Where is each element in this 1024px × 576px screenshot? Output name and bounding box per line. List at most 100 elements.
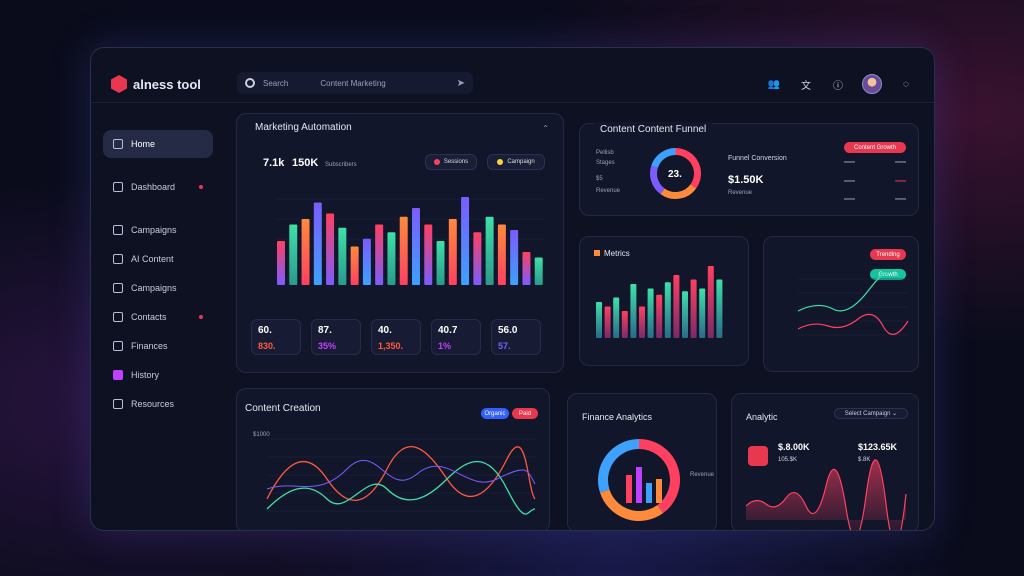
sidebar-item-label: Finances (131, 341, 168, 351)
sidebar-item-resources[interactable]: Resources (103, 390, 213, 418)
bar (630, 284, 637, 338)
app-name: alness tool (133, 76, 201, 92)
bar (497, 224, 506, 285)
bar (682, 291, 688, 338)
stat-sub: 830. (258, 341, 276, 351)
finance-icon (113, 341, 123, 351)
metrics-title: Metrics (604, 249, 630, 258)
organic-pill[interactable]: Organic (481, 408, 509, 419)
notification-dot (199, 315, 203, 319)
sidebar-item-ai-content[interactable]: AI Content (103, 245, 213, 273)
stat-card[interactable]: 40. 1,350. (371, 319, 421, 355)
kpi-value-1: 7.1k (263, 157, 285, 169)
card-title: Analytic (746, 412, 778, 422)
marketing-card: Marketing Automation ⌃ 7.1k 150K Subscri… (236, 113, 564, 373)
stat-card[interactable]: 87. 35% (311, 319, 361, 355)
bar (436, 241, 445, 285)
search-input[interactable]: Search (263, 78, 289, 88)
legend-campaign[interactable]: Campaign (487, 154, 545, 170)
sidebar-item-history[interactable]: History (103, 361, 213, 389)
funnel-label: Pellisb (596, 150, 614, 156)
bar (690, 279, 697, 338)
translate-icon[interactable]: 文 (801, 80, 811, 92)
sidebar-item-label: Home (131, 139, 156, 149)
analytic-value-4: $.8K (858, 457, 871, 463)
search-scope[interactable]: Content Marketing (320, 78, 386, 88)
content-creation-line-chart (266, 438, 536, 515)
bar (399, 216, 408, 285)
ai-icon (113, 254, 123, 264)
bar (350, 246, 359, 285)
sidebar-item-label: Campaigns (131, 225, 177, 235)
sidebar-item-dashboard[interactable]: Dashboard (103, 173, 213, 201)
stat-card[interactable]: 60. 830. (251, 319, 301, 355)
collapse-icon[interactable]: ⌃ (542, 124, 549, 133)
sidebar-item-campaigns[interactable]: Campaigns (103, 216, 213, 244)
series-line (266, 446, 536, 502)
stat-sub: 35% (318, 341, 337, 351)
donut-slice (660, 184, 697, 199)
analytic-card: Analytic Select Campaign ⌄ $.8.00K 105.$… (731, 393, 919, 530)
sidebar-item-campaigns-2[interactable]: Campaigns (103, 274, 213, 302)
app-logo[interactable]: alness tool (111, 75, 201, 93)
stat-value: 87. (318, 325, 332, 336)
sidebar-item-label: Resources (131, 399, 175, 409)
bar (621, 311, 628, 338)
bar (646, 483, 652, 503)
bar (338, 227, 347, 285)
funnel-label: Revenue (596, 188, 621, 194)
marketing-bar-chart (275, 197, 545, 285)
kpi-value-2: 150K (292, 157, 319, 169)
finance-donut-chart (598, 439, 680, 521)
stat-value: 56.0 (498, 325, 518, 336)
funnel-label: $5 (596, 176, 603, 182)
trend-line (797, 313, 909, 335)
logo-icon (111, 75, 127, 93)
content-growth-pill[interactable]: Content Growth (844, 142, 906, 153)
bar (485, 216, 494, 285)
stat-card[interactable]: 56.0 57. (491, 319, 541, 355)
paid-pill[interactable]: Paid (512, 408, 538, 419)
users-icon[interactable]: 👥 (767, 78, 781, 90)
bar (387, 232, 396, 285)
stat-sub: 1,350. (378, 341, 404, 351)
avatar[interactable] (862, 74, 882, 94)
bar (326, 213, 335, 285)
campaign-dropdown[interactable]: Select Campaign ⌄ (834, 408, 908, 419)
trending-pill[interactable]: Trending (870, 249, 906, 260)
search-bar[interactable]: Search Content Marketing ➤ (237, 72, 473, 94)
card-title: Content Creation (245, 403, 321, 414)
funnel-label: Stages (596, 160, 615, 166)
finance-legend: Revenue (690, 472, 715, 478)
bar (510, 230, 519, 285)
sidebar-item-label: History (131, 370, 160, 380)
sidebar-item-label: Contacts (131, 312, 167, 322)
series-line (266, 460, 536, 515)
analytic-value-2: $123.65K (858, 442, 898, 452)
settings-icon[interactable]: ◌ (903, 78, 909, 90)
sidebar-item-label: AI Content (131, 254, 174, 264)
legend-sessions[interactable]: Sessions (425, 154, 477, 170)
bar (699, 288, 706, 338)
sidebar-item-finances[interactable]: Finances (103, 332, 213, 360)
trend-card: Trending Growth (763, 236, 919, 372)
funnel-row: ━━━ (844, 179, 855, 185)
y-axis-label: $1000 (253, 432, 270, 438)
contacts-icon (113, 312, 123, 322)
area-line (745, 459, 907, 530)
stat-sub: 1% (438, 341, 452, 351)
funnel-row: ━━━ (895, 197, 906, 203)
sidebar-item-contacts[interactable]: Contacts (103, 303, 213, 331)
stat-card[interactable]: 40.7 1% (431, 319, 481, 355)
funnel-center-title: Funnel Conversion (728, 155, 787, 162)
dashboard-icon (113, 182, 123, 192)
send-icon[interactable]: ➤ (456, 77, 465, 89)
help-icon[interactable]: ⓘ (833, 80, 843, 92)
card-title: Content Content Funnel (594, 122, 713, 137)
analytic-value-1: $.8.00K (778, 442, 810, 452)
megaphone-icon (113, 283, 123, 293)
sidebar-item-home[interactable]: Home (103, 130, 213, 158)
funnel-row: ━━━ (895, 160, 906, 166)
bar (664, 282, 671, 338)
history-icon (113, 370, 123, 380)
